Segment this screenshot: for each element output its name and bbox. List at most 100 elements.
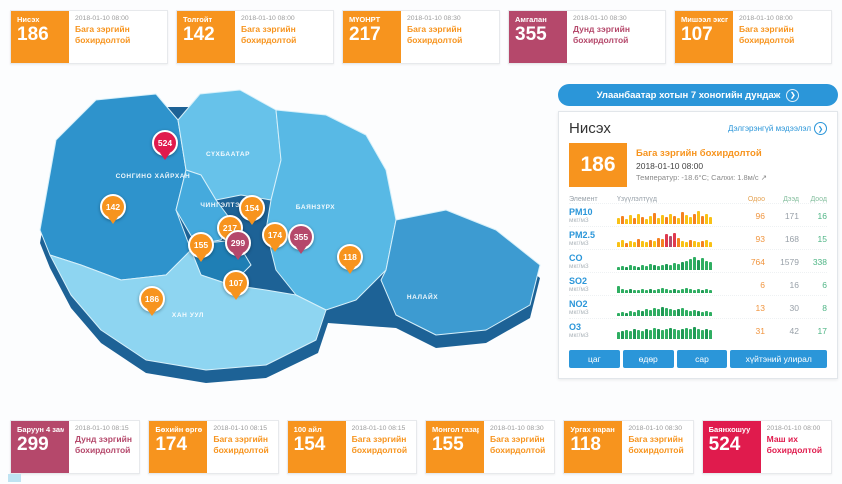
map-marker-524[interactable]: 524 <box>152 130 178 156</box>
details-link-label: Дэлгэрэнгүй мэдээлэл <box>728 124 811 133</box>
element-now: 764 <box>750 256 765 267</box>
pollution-status: Бага зэргийн бохирдолтой <box>213 434 269 455</box>
aqi-value: 107 <box>681 24 713 45</box>
map-marker-174[interactable]: 174 <box>262 222 288 248</box>
city-average-button[interactable]: Улаанбаатар хотын 7 хоногийн дундаж ❯ <box>558 84 838 106</box>
pollution-status: Дунд зэргийн бохирдолтой <box>573 24 631 45</box>
element-max: 168 <box>784 233 799 244</box>
element-unit: мкг/м3 <box>569 217 589 224</box>
pollution-status: Дунд зэргийн бохирдолтой <box>75 434 133 455</box>
chevron-right-icon: ❯ <box>814 122 827 135</box>
col-max: Дээд <box>783 196 799 203</box>
station-name: Баянхошуу <box>708 425 751 434</box>
tab-day[interactable]: өдөр <box>622 350 674 368</box>
map-marker-154[interactable]: 154 <box>239 195 265 221</box>
district-songino-khairkhan <box>39 93 192 281</box>
aqi-value: 524 <box>708 434 741 455</box>
element-max: 171 <box>784 210 799 221</box>
station-detail-card: Нисэх Дэлгэрэнгүй мэдээлэл ❯ 186 Бага зэ… <box>558 111 838 379</box>
aqi-value-block: 100 айл 154 <box>287 421 346 473</box>
map-marker-155[interactable]: 155 <box>188 232 214 258</box>
station-name: Амгалан <box>515 15 547 24</box>
station-card-nisekh[interactable]: Нисэх 186 2018-01-10 08:00 Бага зэргийн … <box>10 10 168 64</box>
station-card-bukhiin-urguu[interactable]: Бөхийн өргөө 174 2018-01-10 08:15 Бага з… <box>148 420 279 474</box>
element-sparkline <box>617 231 731 247</box>
aqi-value-block: Баруун 4 зам 299 <box>11 421 69 473</box>
timestamp: 2018-01-10 08:15 <box>351 425 406 432</box>
element-row-no2: NO2 мкг/м3 13 30 8 <box>569 295 827 318</box>
station-name: Нисэх <box>17 15 40 24</box>
station-weather: Температур: -18.6°C; Салхи: 1.8м/с ↗ <box>636 173 768 182</box>
map-marker-186[interactable]: 186 <box>139 286 165 312</box>
station-card-baruun-4-zam[interactable]: Баруун 4 зам 299 2018-01-10 08:15 Дунд з… <box>10 420 141 474</box>
district-khan-uul <box>49 249 327 371</box>
element-name: NO2 <box>569 299 588 309</box>
selected-station-name: Нисэх <box>569 120 611 137</box>
timestamp: 2018-01-10 08:00 <box>75 15 129 22</box>
station-name: Монгол газар <box>431 425 479 434</box>
map-marker-299[interactable]: 299 <box>225 230 251 256</box>
element-now: 6 <box>760 279 765 290</box>
station-name: Бөхийн өргөө <box>155 425 203 434</box>
element-min: 17 <box>817 325 827 336</box>
element-max: 30 <box>789 302 799 313</box>
pollution-status: Бага зэргийн бохирдолтой <box>241 24 297 45</box>
city-average-label: Улаанбаатар хотын 7 хоногийн дундаж <box>596 89 781 101</box>
tab-cold-season[interactable]: хүйтэний улирал <box>730 350 827 368</box>
aqi-value: 154 <box>293 434 326 455</box>
aqi-value-block: Ургах наран 118 <box>564 421 623 473</box>
map-marker-142[interactable]: 142 <box>100 194 126 220</box>
aqi-value-block: Мишээл экспо 107 <box>675 11 733 63</box>
aqi-value-block: Нисэх 186 <box>11 11 69 63</box>
aqi-value-block: Монгол газар 155 <box>425 421 484 473</box>
element-unit: мкг/м3 <box>569 332 589 339</box>
aqi-value: 299 <box>17 434 49 455</box>
station-card-urgakh-naran[interactable]: Ургах наран 118 2018-01-10 08:30 Бага зэ… <box>563 420 694 474</box>
pollution-status: Бага зэргийн бохирдолтой <box>628 434 684 455</box>
station-card-amgalan[interactable]: Амгалан 355 2018-01-10 08:30 Дунд зэргий… <box>508 10 666 64</box>
aqi-value: 174 <box>155 434 188 455</box>
element-sparkline <box>617 300 731 316</box>
map-marker-355[interactable]: 355 <box>288 224 314 250</box>
element-name: CO <box>569 253 583 263</box>
details-link[interactable]: Дэлгэрэнгүй мэдээлэл ❯ <box>728 122 827 135</box>
corner-widget <box>8 474 21 482</box>
pollution-status: Бага зэргийн бохирдолтой <box>407 24 463 45</box>
station-aqi-value: 186 <box>569 143 627 187</box>
station-card-muonrt[interactable]: МҮОНРТ 217 2018-01-10 08:30 Бага зэргийн… <box>342 10 500 64</box>
timestamp: 2018-01-10 08:00 <box>241 15 295 22</box>
district-label-sukhbaatar: СҮХБААТАР <box>205 151 251 158</box>
pollution-status: Бага зэргийн бохирдолтой <box>489 434 546 455</box>
tab-hour[interactable]: цаг <box>569 350 620 368</box>
element-now: 96 <box>755 210 765 221</box>
element-sparkline <box>617 254 731 270</box>
map-marker-118[interactable]: 118 <box>337 244 363 270</box>
pollution-status: Бага зэргийн бохирдолтой <box>739 24 795 45</box>
bottom-stations-row: Баруун 4 зам 299 2018-01-10 08:15 Дунд з… <box>10 420 832 474</box>
tab-month[interactable]: сар <box>676 350 728 368</box>
station-name: Ургах наран <box>570 425 615 434</box>
aqi-value-block: Бөхийн өргөө 174 <box>149 421 208 473</box>
element-name: PM2.5 <box>569 230 596 240</box>
element-min: 16 <box>817 210 827 221</box>
element-name: O3 <box>569 322 582 332</box>
elements-table-header: Элемент Үзүүлэлтүүд Одоо Дээд Доод <box>569 196 827 203</box>
aqi-value: 118 <box>570 434 601 455</box>
timestamp: 2018-01-10 08:30 <box>628 425 682 432</box>
station-card-misheel-expo[interactable]: Мишээл экспо 107 2018-01-10 08:00 Бага з… <box>674 10 832 64</box>
map-marker-107[interactable]: 107 <box>223 270 249 296</box>
station-card-tolgoit[interactable]: Толгойт 142 2018-01-10 08:00 Бага зэргий… <box>176 10 334 64</box>
timestamp: 2018-01-10 08:30 <box>489 425 544 432</box>
station-name: Мишээл экспо <box>681 15 728 24</box>
station-timestamp: 2018-01-10 08:00 <box>636 161 704 171</box>
element-row-pm25: PM2.5 мкг/м3 93 168 15 <box>569 226 827 249</box>
period-tabs: цаг өдөр сар хүйтэний улирал <box>569 350 827 368</box>
aqi-value-block: МҮОНРТ 217 <box>343 11 401 63</box>
element-unit: мкг/м3 <box>569 286 589 293</box>
aqi-value-block: Толгойт 142 <box>177 11 235 63</box>
station-card-bayankhoshuu[interactable]: Баянхошуу 524 2018-01-10 08:00 Маш их бо… <box>701 420 832 474</box>
element-name: PM10 <box>569 207 593 217</box>
station-card-mongol-gazar[interactable]: Монгол газар 155 2018-01-10 08:30 Бага з… <box>424 420 556 474</box>
element-now: 13 <box>755 302 765 313</box>
station-card-100-ail[interactable]: 100 айл 154 2018-01-10 08:15 Бага зэргий… <box>286 420 417 474</box>
